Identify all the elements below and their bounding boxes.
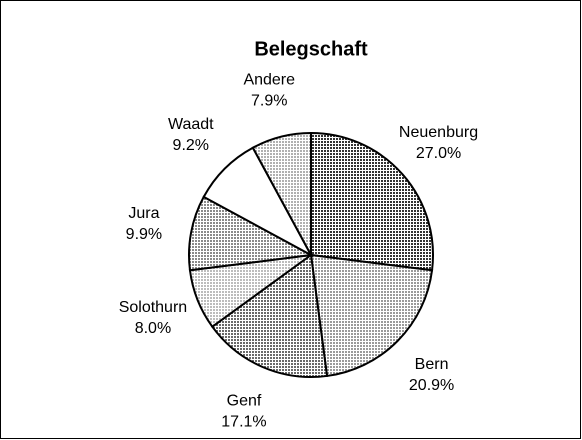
slice-label: Solothurn — [119, 299, 188, 316]
slice-value-label: 9.2% — [173, 137, 209, 154]
pie-slice — [251, 131, 312, 256]
slice-value-label: 8.0% — [135, 320, 171, 337]
slice-value-label: 27.0% — [416, 145, 461, 162]
pie-slice — [210, 253, 329, 378]
slice-label: Neuenburg — [399, 124, 478, 141]
slice-value-label: 17.1% — [221, 413, 266, 430]
slice-value-label: 9.9% — [126, 226, 162, 243]
slice-label: Genf — [227, 392, 262, 409]
pie-slice — [309, 253, 434, 378]
chart-title: Belegschaft — [254, 38, 368, 60]
slice-label: Jura — [128, 205, 159, 222]
slice-label: Bern — [415, 356, 449, 373]
slice-label: Andere — [243, 71, 295, 88]
pie-slice — [188, 195, 315, 272]
pie-slice — [310, 131, 434, 272]
slice-value-label: 7.9% — [251, 92, 287, 109]
slice-value-label: 20.9% — [409, 377, 454, 394]
slice-label: Waadt — [168, 116, 214, 133]
